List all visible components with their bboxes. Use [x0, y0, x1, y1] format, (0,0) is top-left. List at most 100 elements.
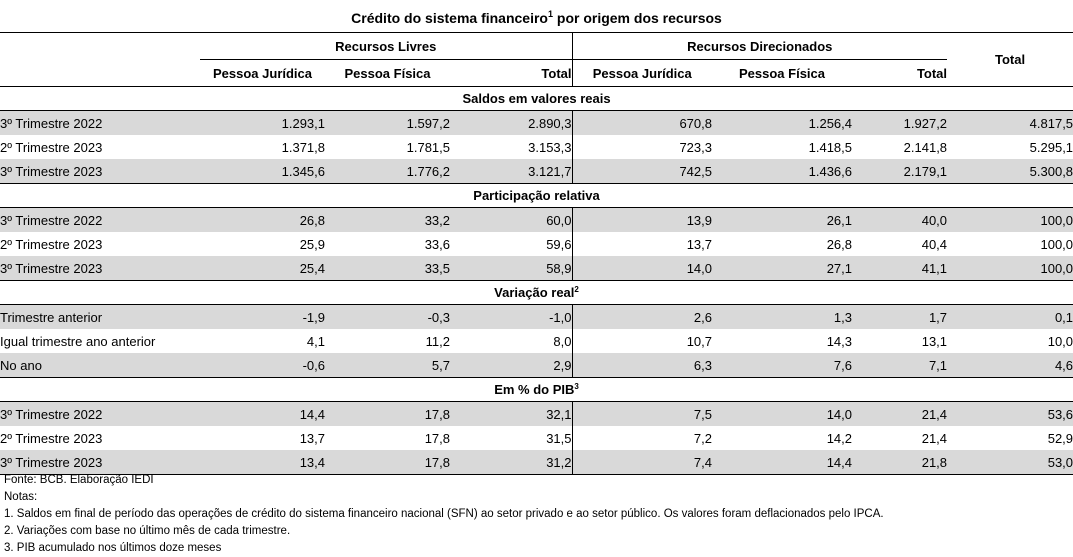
group-header-total: Total — [947, 32, 1073, 87]
title-suffix: por origem dos recursos — [553, 10, 722, 26]
table-cell: 14,4 — [712, 450, 852, 475]
row-label: 3º Trimestre 2023 — [0, 450, 200, 475]
table-cell: -0,3 — [325, 304, 450, 329]
row-label: Igual trimestre ano anterior — [0, 333, 156, 349]
table-cell: 17,8 — [325, 450, 450, 475]
table-cell: 2.141,8 — [903, 139, 948, 155]
row-label: 3º Trimestre 2022 — [0, 401, 200, 426]
table-cell: 7,1 — [852, 353, 948, 378]
table-cell: 4.817,5 — [947, 110, 1073, 135]
table-cell: 1.927,2 — [852, 110, 948, 135]
table-cell: 10,0 — [1047, 333, 1073, 349]
table-cell: 14,2 — [826, 430, 852, 446]
section-title: Variação real — [494, 285, 575, 300]
col-header-pf-livres: Pessoa Física — [325, 59, 450, 87]
table-cell: 53,0 — [947, 450, 1073, 475]
table-cell: 2,9 — [450, 353, 572, 378]
table-cell: 13,7 — [299, 430, 325, 446]
row-label: 2º Trimestre 2023 — [0, 139, 103, 155]
table-cell: 1.345,6 — [200, 159, 325, 184]
header-blank-2 — [0, 59, 200, 87]
footnotes: Fonte: BCB. Elaboração IEDI Notas: 1. Sa… — [4, 472, 1064, 557]
col-header-pj-direcionados: Pessoa Jurídica — [571, 59, 712, 87]
table-row: 2º Trimestre 2023 1.371,8 1.781,5 3.153,3 72… — [0, 135, 1073, 159]
table-cell: 33,6 — [424, 236, 450, 252]
table-row: 2º Trimestre 2023 25,9 33,6 59,6 13,7 26,8 40,… — [0, 232, 1073, 256]
group-header-livres: Recursos Livres — [200, 32, 572, 60]
row-label: Trimestre anterior — [0, 304, 200, 329]
table-row: 3º Trimestre 2022 14,4 17,8 32,1 7,5 14,0 21,4… — [0, 401, 1073, 426]
table-cell: 33,5 — [325, 256, 450, 281]
section-header: Saldos em valores reais — [0, 86, 1073, 111]
table-cell: 14,0 — [571, 256, 712, 281]
table-cell: 5,7 — [325, 353, 450, 378]
row-label: 2º Trimestre 2023 — [0, 430, 103, 446]
group-header-direcionados: Recursos Direcionados — [571, 32, 948, 60]
table-cell: 1,3 — [712, 304, 852, 329]
table-cell: 13,1 — [921, 333, 948, 349]
table-cell: 31,5 — [546, 430, 572, 446]
footnote-3: 3. PIB acumulado nos últimos doze meses — [4, 542, 222, 554]
table-cell: 53,6 — [947, 401, 1073, 426]
table-cell: 8,0 — [553, 333, 572, 349]
table-cell: 5.300,8 — [947, 159, 1073, 184]
section-footnote-ref: 3 — [574, 382, 579, 391]
col-header-total-direcionados: Total — [852, 59, 948, 87]
table-cell: 1,7 — [852, 304, 948, 329]
table-cell: 21,4 — [921, 430, 948, 446]
table-cell: -0,6 — [200, 353, 325, 378]
table-cell: 0,1 — [947, 304, 1073, 329]
row-label: 3º Trimestre 2022 — [0, 207, 200, 232]
table-cell: -1,0 — [450, 304, 572, 329]
table-cell: 41,1 — [852, 256, 948, 281]
section-title: Saldos em valores reais — [462, 91, 611, 106]
table-body: Saldos em valores reais 3º Trimestre 2022… — [0, 86, 1073, 475]
table-cell: 742,5 — [571, 159, 712, 184]
table-cell: 13,9 — [571, 207, 712, 232]
table-cell: 1.418,5 — [808, 139, 852, 155]
footnote-2: 2. Variações com base no último mês de c… — [4, 525, 291, 537]
table-cell: 33,2 — [325, 207, 450, 232]
table-cell: 7,2 — [571, 426, 712, 450]
table-cell: 1.436,6 — [712, 159, 852, 184]
table-cell: 4,6 — [947, 353, 1073, 378]
table-cell: 100,0 — [947, 207, 1073, 232]
credit-table: Recursos Livres Recursos Direcionados To… — [0, 32, 1073, 475]
table-cell: 1.781,5 — [406, 139, 450, 155]
table-cell: 4,1 — [306, 333, 325, 349]
table-cell: 5.295,1 — [1029, 139, 1073, 155]
row-label: 2º Trimestre 2023 — [0, 236, 103, 252]
table-cell: 1.597,2 — [325, 110, 450, 135]
table-cell: 27,1 — [712, 256, 852, 281]
table-cell: 17,8 — [325, 401, 450, 426]
table-cell: 13,4 — [200, 450, 325, 475]
table-cell: 14,0 — [712, 401, 852, 426]
title-text: Crédito do sistema financeiro — [351, 10, 548, 26]
source-note: Fonte: BCB. Elaboração IEDI — [4, 474, 154, 486]
table-cell: 100,0 — [947, 256, 1073, 281]
row-label: 3º Trimestre 2023 — [0, 256, 200, 281]
table-cell: 7,6 — [712, 353, 852, 378]
table-cell: 723,3 — [571, 135, 712, 159]
table-row: 3º Trimestre 2022 1.293,1 1.597,2 2.890,3 67… — [0, 110, 1073, 135]
table-cell: 26,8 — [200, 207, 325, 232]
section-header: Variação real2 — [0, 280, 1073, 305]
table-cell: 26,1 — [712, 207, 852, 232]
table-cell: 40,0 — [852, 207, 948, 232]
section-header: Em % do PIB3 — [0, 377, 1073, 402]
table-cell: 11,2 — [425, 333, 450, 349]
table-cell: 58,9 — [450, 256, 572, 281]
table-cell: 1.293,1 — [200, 110, 325, 135]
table-cell: 6,3 — [571, 353, 712, 378]
title-footnote-ref: 1 — [547, 9, 553, 19]
section-title: Em % do PIB — [494, 382, 575, 397]
table-cell: 10,7 — [571, 329, 712, 353]
table-cell: 1.776,2 — [325, 159, 450, 184]
table-cell: 3.121,7 — [450, 159, 572, 184]
table-cell: 60,0 — [450, 207, 572, 232]
table-cell: 1.256,4 — [712, 110, 852, 135]
table-cell: 21,8 — [852, 450, 948, 475]
table-cell: -1,9 — [200, 304, 325, 329]
header-blank — [0, 32, 200, 60]
table-cell: 2.179,1 — [852, 159, 948, 184]
